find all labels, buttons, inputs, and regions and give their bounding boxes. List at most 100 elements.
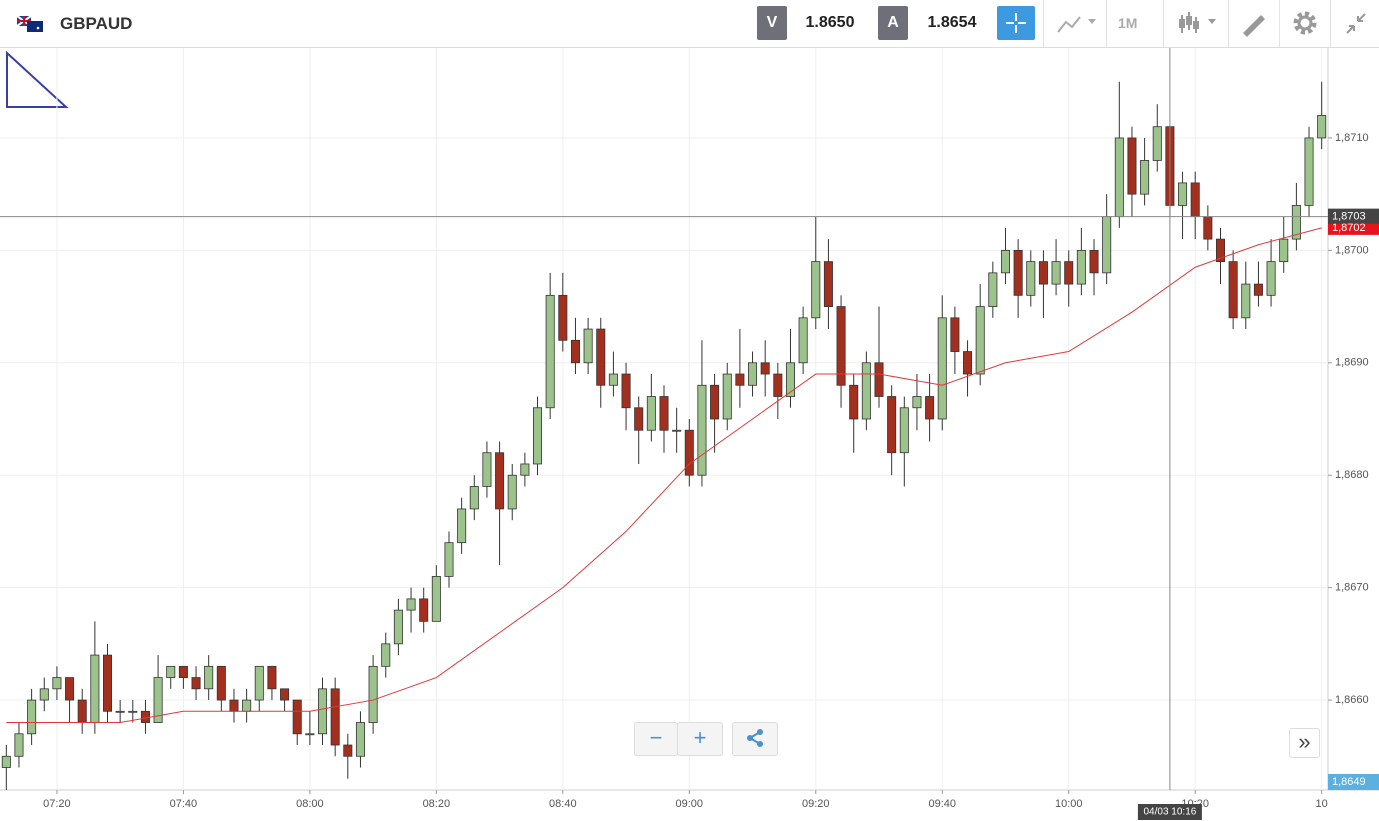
settings-button[interactable] — [1279, 0, 1330, 47]
y-tick-label: 1,8660 — [1335, 694, 1369, 706]
candle-body — [558, 294, 568, 341]
candle-body — [710, 384, 720, 420]
candle-body — [1228, 261, 1238, 319]
candle-body — [102, 654, 113, 712]
y-tick-label: 1,8690 — [1335, 357, 1369, 369]
candle-body — [267, 665, 277, 690]
share-button[interactable] — [732, 722, 778, 756]
moving-average — [6, 227, 1322, 724]
candle-body — [1279, 238, 1289, 263]
candle-body — [495, 452, 505, 510]
collapse-button[interactable] — [1330, 0, 1379, 47]
x-tick-label: 09:40 — [928, 798, 956, 810]
indicator-icon — [1057, 16, 1096, 33]
sell-label[interactable]: V — [757, 6, 787, 40]
candle-body — [77, 699, 87, 723]
candle-body — [1253, 283, 1263, 296]
candle-body — [1140, 160, 1150, 195]
candle-body — [608, 373, 618, 386]
zoom-out[interactable]: − — [634, 722, 678, 756]
share-icon — [747, 729, 763, 747]
candle-body — [861, 362, 871, 420]
candle-body — [646, 396, 656, 431]
candle-body — [482, 452, 492, 487]
crosshair-price-label: 1,8703 — [1332, 211, 1366, 223]
candle-body — [659, 396, 669, 431]
candle-body — [1127, 137, 1137, 195]
candle-body — [457, 508, 467, 544]
x-tick-label: 07:40 — [170, 798, 198, 810]
flag-icon — [17, 16, 43, 32]
candle-body — [849, 384, 859, 420]
buy-label[interactable]: A — [878, 6, 908, 40]
candle-body — [621, 373, 631, 409]
low-price-label: 1,8649 — [1332, 776, 1366, 788]
candle-body — [140, 710, 150, 723]
candle-body — [887, 396, 897, 454]
candle-body — [672, 429, 682, 432]
x-tick-label: 08:20 — [423, 798, 451, 810]
crosshair-button[interactable] — [997, 6, 1035, 40]
candle-body — [1266, 261, 1276, 296]
x-tick-label: 09:20 — [802, 798, 830, 810]
x-tick-label: 10 — [1316, 798, 1328, 810]
candle-body — [634, 407, 644, 431]
crosshair-price-tag — [1328, 208, 1379, 224]
toolbar: GBPAUD V 1.8650 A 1.8654 1M — [0, 0, 1379, 48]
x-tick-label: 08:40 — [549, 798, 577, 810]
candle-body — [583, 328, 593, 364]
candle-body — [1317, 115, 1327, 139]
candle-body — [178, 665, 188, 678]
candle-body — [748, 362, 758, 386]
candle-body — [419, 598, 429, 622]
candle-body — [975, 306, 985, 375]
candle-body — [773, 373, 783, 397]
candle-body — [1, 755, 11, 768]
candle-body — [115, 710, 125, 713]
zoom-in[interactable]: + — [677, 722, 723, 756]
candle-body — [1304, 137, 1314, 206]
candle-body — [355, 722, 365, 757]
candle-body — [937, 317, 947, 420]
sell-price[interactable]: 1.8650 — [805, 14, 855, 31]
candle-body — [899, 407, 909, 454]
candle-body — [191, 677, 201, 690]
settings-icon — [1293, 11, 1317, 35]
last-price-tag — [1328, 220, 1379, 235]
candle-body — [381, 643, 391, 667]
interval-button[interactable]: 1M — [1106, 0, 1163, 47]
y-tick-label: 1,8680 — [1335, 469, 1369, 481]
chart-type-icon — [1179, 12, 1216, 33]
candle-body — [469, 486, 479, 510]
candle-body — [1089, 249, 1099, 274]
candle-body — [305, 733, 315, 736]
candle-body — [393, 609, 403, 645]
candle-body — [570, 339, 580, 364]
scroll-right[interactable]: » — [1289, 728, 1320, 758]
candle-body — [1203, 216, 1213, 240]
candle-body — [1013, 249, 1023, 296]
indicator-button[interactable] — [1043, 0, 1106, 47]
candle-body — [1215, 238, 1226, 263]
last-price-label: 1,8702 — [1332, 222, 1366, 234]
candle-body — [874, 362, 884, 397]
candle-body — [836, 306, 846, 386]
candle-body — [1026, 261, 1036, 296]
candle-body — [444, 542, 454, 577]
chart-type-button[interactable] — [1163, 0, 1228, 47]
candle-body — [128, 710, 138, 713]
candle-body — [343, 744, 353, 757]
x-tick-label: 08:00 — [296, 798, 324, 810]
candle-body — [27, 699, 37, 735]
drawing-triangle[interactable] — [6, 50, 69, 108]
candle-body — [406, 598, 416, 611]
draw-button[interactable] — [1228, 0, 1279, 47]
x-tick-label: 10:00 — [1055, 798, 1083, 810]
candle-body — [684, 429, 694, 476]
candle-body — [431, 575, 441, 622]
candle-body — [811, 261, 821, 319]
buy-price[interactable]: 1.8654 — [927, 14, 977, 31]
candle-body — [368, 665, 378, 723]
candle-body — [697, 384, 707, 476]
candle-body — [722, 373, 732, 420]
